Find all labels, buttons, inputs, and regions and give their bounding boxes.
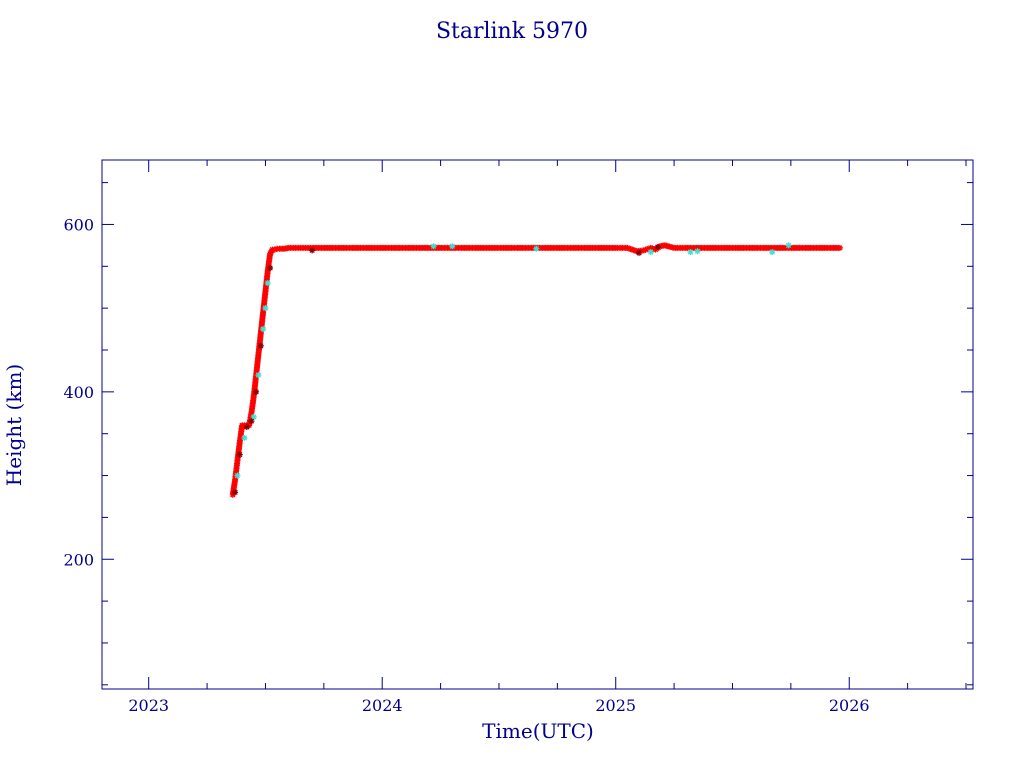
data-point-series-1 [255, 372, 262, 379]
data-point-series-1 [687, 249, 694, 256]
data-point-series-1 [647, 249, 654, 256]
data-point-series-2 [654, 244, 661, 251]
y-tick-label: 400 [63, 383, 94, 402]
axis-tick-labels: 2023 2024 2025 2026 200 400 600 [63, 215, 869, 715]
axis-ticks [102, 160, 973, 689]
y-axis-label: Height (km) [2, 364, 26, 486]
data-point-series-1 [260, 326, 267, 333]
data-point-series-1 [785, 242, 792, 249]
plot-frame [101, 159, 974, 690]
x-tick-label: 2024 [362, 696, 403, 715]
data-point-series-2 [309, 247, 316, 254]
data-point-series-1 [694, 248, 701, 255]
y-tick-label: 600 [63, 215, 94, 234]
chart-title: Starlink 5970 [436, 19, 588, 44]
data-point-series-1 [234, 472, 241, 479]
data-point-series-2 [232, 489, 239, 496]
data-point-series-2 [257, 342, 264, 349]
data-point-series-1 [264, 280, 271, 287]
data-point-series-1 [449, 243, 456, 250]
data-point-series-2 [248, 418, 255, 425]
data-point-series-1 [533, 245, 540, 252]
y-tick-label: 200 [63, 550, 94, 569]
data-point-series-1 [241, 434, 248, 441]
data-point-series-1 [769, 249, 776, 256]
data-point-series-2 [243, 424, 250, 431]
data-point-series-1 [430, 243, 437, 250]
data-point-series-2 [253, 388, 260, 395]
data-point-series-1 [250, 413, 257, 420]
data-point-series-2 [267, 264, 274, 271]
x-tick-label: 2023 [128, 696, 169, 715]
x-tick-label: 2025 [595, 696, 636, 715]
data-point-series-0 [836, 244, 843, 251]
x-axis-label: Time(UTC) [482, 719, 594, 743]
data-points [229, 242, 843, 498]
data-point-series-1 [262, 305, 269, 312]
data-point-series-2 [236, 451, 243, 458]
data-point-series-2 [636, 249, 643, 256]
x-tick-label: 2026 [829, 696, 870, 715]
